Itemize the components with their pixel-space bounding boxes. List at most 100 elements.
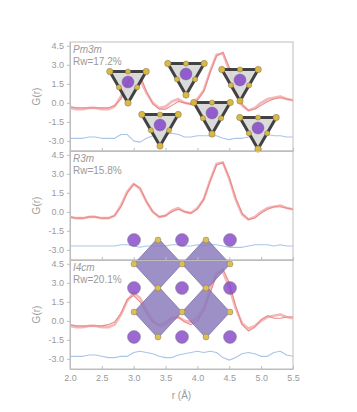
atom <box>179 309 185 315</box>
x-tick-label: 4.5 <box>224 373 237 383</box>
y-tick: 0.0 <box>51 316 70 326</box>
y-tick-mark <box>67 84 70 85</box>
x-axis <box>71 148 294 152</box>
x-tick-label: 4.0 <box>192 373 205 383</box>
cubic-structure <box>107 60 280 152</box>
panel-subtitle: Rw=17.2% <box>73 56 122 67</box>
y-tick-mark <box>67 193 70 194</box>
atom <box>237 114 243 120</box>
y-tick-label: 0.0 <box>51 98 64 108</box>
atom <box>209 100 214 105</box>
x-tick <box>134 257 135 260</box>
y-tick: 4.5 <box>51 41 70 51</box>
x-axis-line <box>71 260 294 261</box>
x-tick-label: 5.0 <box>255 373 268 383</box>
panel-title: R3m <box>73 153 94 164</box>
x-axis-line <box>71 369 294 370</box>
x-axis <box>71 257 294 261</box>
atom <box>203 334 209 340</box>
y-tick: -1.5 <box>48 117 70 127</box>
y-tick-mark <box>67 65 70 66</box>
y-tick-mark <box>67 264 70 265</box>
atom <box>183 92 189 98</box>
atom <box>176 331 189 344</box>
y-tick-label: 4.5 <box>51 150 64 160</box>
atom <box>157 112 162 117</box>
x-tick: 5.5 <box>287 366 300 383</box>
y-tick: 4.5 <box>51 150 70 160</box>
y-tick-label: 0.0 <box>51 207 64 217</box>
y-tick: 1.5 <box>51 79 70 89</box>
y-axis-title: G(r) <box>31 88 42 106</box>
panel-title: I4cm <box>73 262 95 273</box>
structures <box>107 60 280 343</box>
y-tick-mark <box>67 46 70 47</box>
atom <box>200 116 205 121</box>
frames <box>70 42 293 369</box>
atom <box>227 261 233 267</box>
panel-subtitle: Rw=20.1% <box>73 274 122 285</box>
plot-frame <box>70 42 293 151</box>
atom <box>148 128 153 133</box>
atom <box>264 131 269 136</box>
atom <box>155 237 161 243</box>
polyhedron <box>142 115 178 147</box>
atom <box>157 143 163 149</box>
plot-area <box>70 269 293 360</box>
atom <box>228 83 233 88</box>
y-tick-mark <box>67 359 70 360</box>
y-tick-label: 4.5 <box>51 259 64 269</box>
x-tick-mark <box>102 366 103 369</box>
x-tick <box>197 257 198 260</box>
atom <box>224 234 237 247</box>
atom <box>206 107 218 119</box>
atom <box>143 68 149 74</box>
plot-area <box>70 162 293 247</box>
difference-curve <box>70 351 293 360</box>
polyhedron <box>110 72 146 104</box>
y-tick-label: 1.5 <box>51 79 64 89</box>
atom <box>131 309 137 315</box>
y-tick-mark <box>67 174 70 175</box>
atom <box>166 128 171 133</box>
x-tick-mark <box>261 257 262 260</box>
y-tick-mark <box>67 321 70 322</box>
x-tick <box>70 257 71 260</box>
x-axis-line <box>71 151 294 152</box>
atom <box>219 66 225 72</box>
atom <box>209 131 215 137</box>
x-tick <box>261 148 262 151</box>
x-tick <box>229 148 230 151</box>
y-tick: 3.0 <box>51 169 70 179</box>
y-tick-mark <box>67 302 70 303</box>
text-layer: 4.53.01.50.0-1.5-3.0Pm3mRw=17.2%G(r)4.53… <box>31 41 300 401</box>
atom <box>252 122 264 134</box>
y-tick-mark <box>67 283 70 284</box>
x-tick-mark <box>102 257 103 260</box>
atom <box>155 285 161 291</box>
layered-structure <box>128 234 237 344</box>
atom <box>128 282 141 295</box>
x-tick <box>293 257 294 260</box>
atom <box>128 234 141 247</box>
x-tick-label: 5.5 <box>287 373 300 383</box>
data-layer <box>70 52 293 360</box>
x-tick-mark <box>134 257 135 260</box>
x-tick-mark <box>229 257 230 260</box>
y-axis-line <box>70 261 71 370</box>
x-tick: 3.5 <box>160 366 173 383</box>
atom <box>125 69 130 74</box>
atom <box>176 234 189 247</box>
y-tick-label: -1.5 <box>48 117 64 127</box>
atom <box>246 131 251 136</box>
atom <box>125 100 131 106</box>
x-tick: 3.0 <box>128 366 141 383</box>
y-tick-label: 3.0 <box>51 278 64 288</box>
y-tick-label: -3.0 <box>48 245 64 255</box>
x-tick <box>293 148 294 151</box>
y-tick-label: 1.5 <box>51 188 64 198</box>
x-tick: 4.0 <box>192 366 205 383</box>
atom <box>183 61 188 66</box>
observed-curve <box>70 162 293 219</box>
x-tick: 5.0 <box>255 366 268 383</box>
